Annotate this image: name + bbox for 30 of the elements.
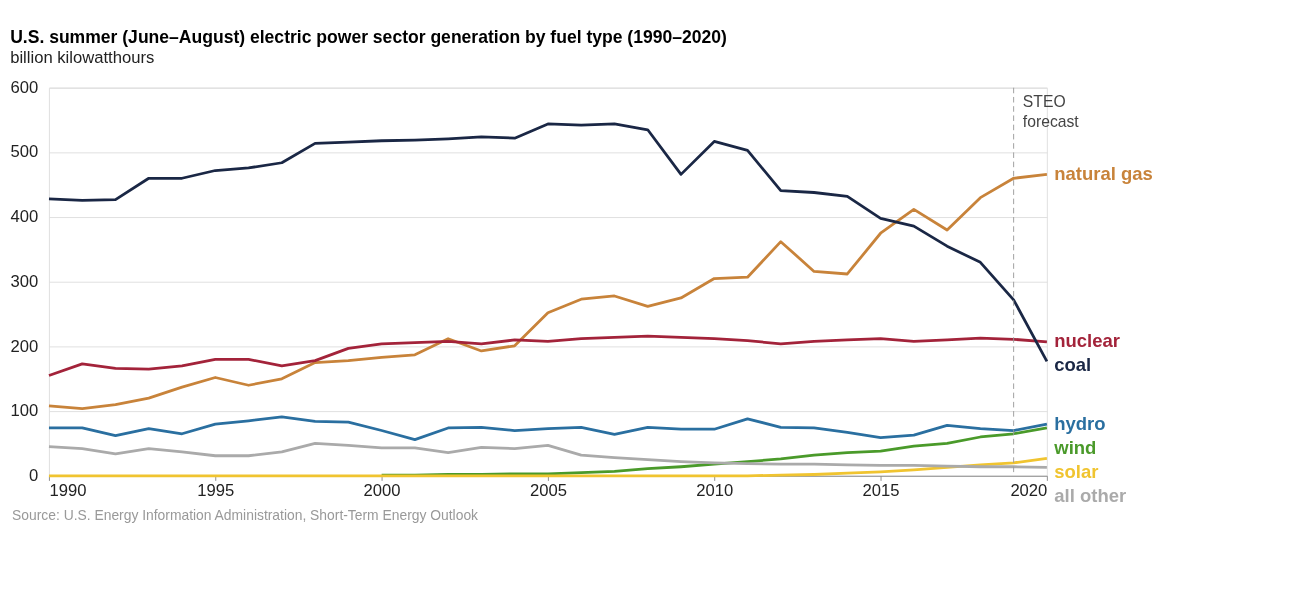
x-tick-label: 2005 — [529, 480, 567, 500]
x-tick-label: 1990 — [49, 480, 87, 500]
line-series — [47, 334, 1049, 377]
series-label: all other — [1054, 484, 1127, 506]
series-label: natural gas — [1054, 162, 1153, 184]
line-series — [47, 173, 1049, 410]
series-label: hydro — [1054, 412, 1106, 434]
source-note: Source: U.S. Energy Information Administration, Short-Term Energy Outlook — [12, 507, 479, 524]
series-label: wind — [1053, 436, 1097, 458]
ref-line-label: STEO forecast — [1022, 93, 1080, 131]
x-tick-label: 1995 — [197, 480, 235, 500]
x-tick-label: 2020 — [1010, 480, 1048, 500]
y-tick-label: 200 — [10, 336, 39, 356]
chart-subtitle: billion kilowatthours — [10, 47, 155, 67]
y-tick-label: 0 — [29, 465, 39, 485]
series-label: coal — [1054, 354, 1092, 376]
y-tick-label: 300 — [10, 271, 39, 291]
y-tick-label: 500 — [10, 142, 39, 162]
line-series — [47, 415, 1049, 441]
x-tick-label: 2010 — [696, 480, 734, 500]
y-tick-label: 600 — [10, 77, 39, 97]
series-label: solar — [1054, 460, 1099, 482]
series-label: nuclear — [1054, 330, 1120, 352]
chart-title: U.S. summer (June–August) electric power sector generation by fuel type (1990–2020) — [10, 27, 727, 48]
line-series — [47, 456, 1049, 478]
y-tick-label: 100 — [10, 401, 39, 421]
line-series — [47, 442, 1049, 469]
x-tick-label: 2015 — [862, 480, 900, 500]
x-tick-label: 2000 — [363, 480, 401, 500]
y-tick-label: 400 — [10, 207, 39, 227]
